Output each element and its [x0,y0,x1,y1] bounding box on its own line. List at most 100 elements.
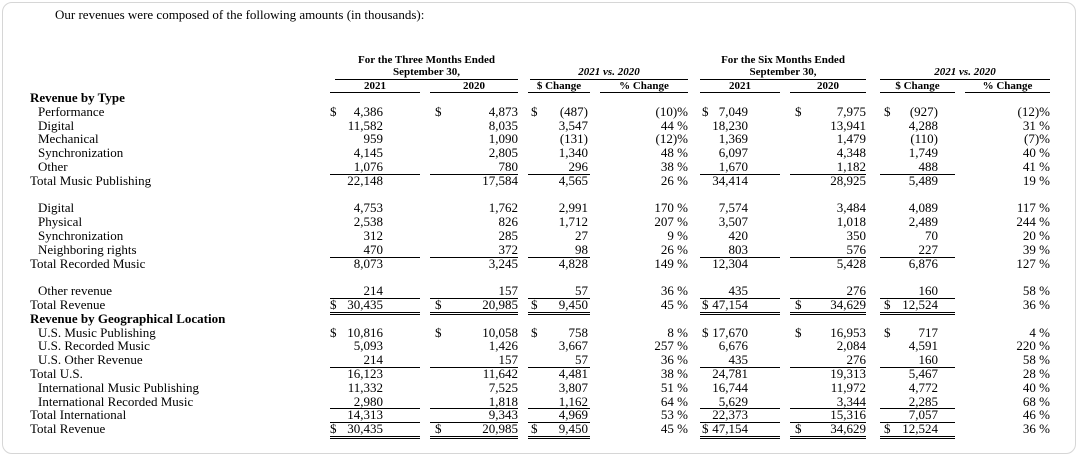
rule [528,173,590,175]
cell: 19 % [1022,172,1050,188]
row-label: Total Revenue [30,297,106,312]
cell: 19,313 [830,366,866,381]
group-period: September 30, [749,66,817,78]
cell: 8 % [667,324,688,340]
cell: 4,386 [353,103,383,119]
cell: 34,629 [830,421,866,437]
rule [528,256,590,258]
currency: $ [884,103,891,119]
row-label: Other [38,159,68,174]
rule [790,422,866,424]
rule [528,367,590,368]
cell: 28 % [1022,366,1050,381]
column-header: $ Change [536,80,582,92]
cell: 2,538 [353,214,383,230]
rule [700,438,780,440]
cell: 3,807 [558,379,588,395]
currency: $ [435,421,442,437]
cell: 6,097 [718,145,748,161]
rule [335,79,518,80]
row-label: Total International [30,407,127,423]
cell: 3,344 [836,393,866,409]
rule [790,438,866,440]
cell: 38 % [660,366,688,381]
cell: 2,285 [908,393,938,409]
rule [790,367,866,368]
cell: 9 % [667,228,688,243]
rule [600,92,688,93]
cell: 435 [728,352,749,368]
currency: $ [330,324,337,340]
comparison: 2021 vs. 2020 [934,66,996,78]
cell: 36 % [660,352,688,368]
rule [330,173,420,175]
cell: 12,304 [712,255,748,271]
cell: 4,145 [353,145,383,161]
cell: 1,426 [488,338,518,354]
currency: $ [435,297,442,312]
rule [330,298,420,299]
cell: 13,941 [830,117,866,133]
rule [528,298,590,299]
currency: $ [531,421,538,437]
rule [700,408,780,410]
currency: $ [531,103,538,119]
row-label: International Music Publishing [38,379,200,395]
cell: 214 [363,352,384,368]
rule [700,173,780,175]
cell: (487) [559,103,588,119]
cell: 7,525 [488,379,518,395]
cell: 1,369 [718,131,748,147]
currency: $ [702,421,709,437]
cell: 285 [498,228,519,243]
cell: 160 [918,283,939,299]
cell: 36 % [1022,297,1050,312]
currency: $ [795,324,802,340]
currency: $ [884,421,891,437]
rule [880,312,955,313]
rule [528,436,590,438]
cell: 3,484 [836,200,866,216]
cell: 717 [918,324,939,340]
cell: 39 % [1022,241,1050,257]
rule [528,314,590,315]
cell: 16,744 [712,379,748,395]
cell: 157 [498,352,519,368]
rule [880,298,955,299]
cell: 26 % [660,241,688,257]
comparison: 2021 vs. 2020 [578,66,640,78]
cell: 1,340 [558,145,588,161]
cell: 58 % [1022,352,1050,368]
rule [430,256,518,258]
cell: 3,245 [488,255,518,271]
cell: 51 % [660,379,688,395]
cell: 48 % [660,145,688,161]
cell: 2,991 [558,200,588,216]
cell: 1,018 [836,214,866,230]
cell: 157 [498,283,519,299]
rule [965,92,1050,93]
cell: 5,489 [908,172,938,188]
column-header: % Change [982,80,1033,92]
group-title: For the Six Months Ended [721,54,845,66]
cell: 4,481 [558,366,588,381]
cell: 160 [918,352,939,368]
cell: 36 % [660,283,688,299]
cell: 350 [846,228,867,243]
cell: 12,524 [902,297,938,312]
currency: $ [330,297,337,312]
cell: 276 [846,352,867,368]
cell: 20,985 [482,297,518,312]
rule [790,298,866,299]
cell: 30,435 [347,297,383,312]
cell: 1,670 [718,159,748,174]
cell: 45 % [660,421,688,437]
cell: (10)% [655,103,689,119]
cell: 959 [363,131,384,147]
row-label: Neighboring rights [38,241,137,257]
cell: (927) [909,103,938,119]
row-label: Digital [38,117,75,133]
rule [430,408,518,410]
cell: 41 % [1022,159,1050,174]
rule [330,92,420,93]
